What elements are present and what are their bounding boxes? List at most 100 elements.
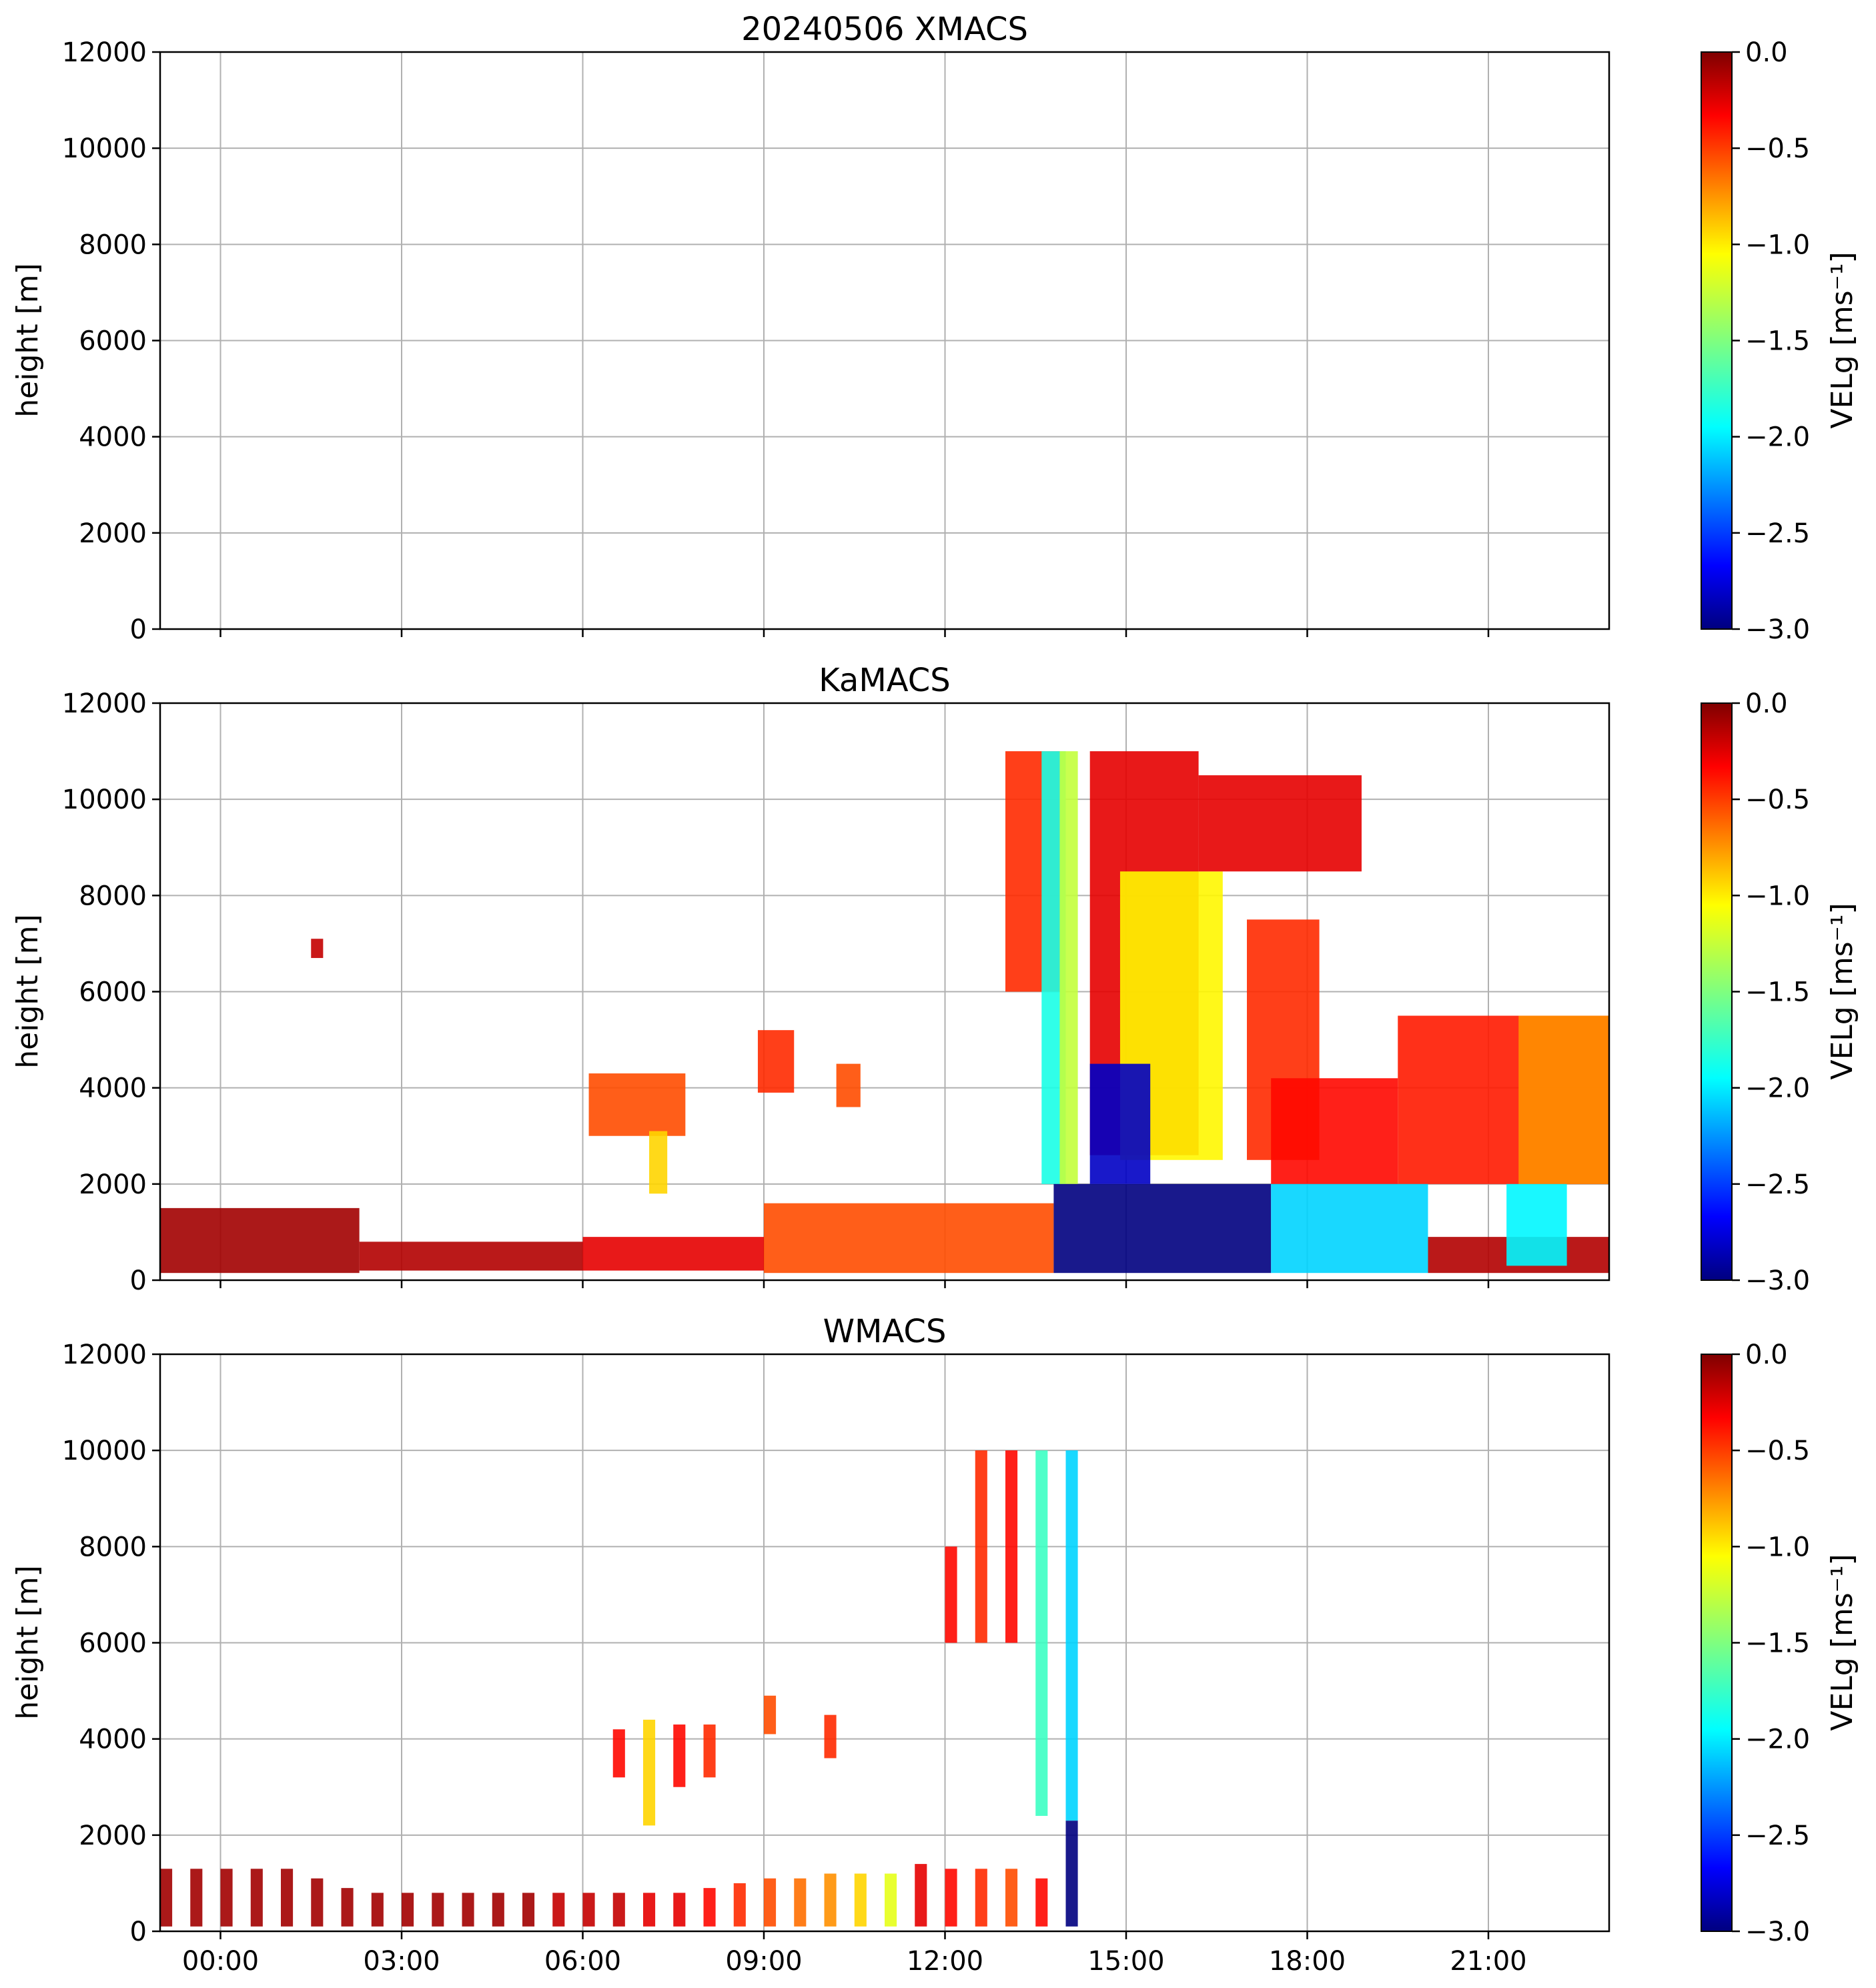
panel-wmacs: WMACS height [m] 0 2000 4000 6000 8000 10000 1…: [11, 1313, 1859, 1977]
y-tick-label: 4000: [79, 422, 147, 453]
x-ticks: [219, 629, 1490, 637]
y-tick-label: 10000: [62, 785, 147, 815]
x-tick-label: 18:00: [1269, 1946, 1346, 1977]
velocity-region: [250, 1869, 263, 1927]
y-tick-label: 0: [130, 1917, 147, 1947]
velocity-region: [1198, 775, 1362, 872]
y-tick-label: 6000: [79, 1628, 147, 1659]
velocity-region: [311, 1878, 324, 1927]
y-tick-label: 8000: [79, 1532, 147, 1562]
velocity-region: [757, 1030, 795, 1093]
colorbar-tick-label: −1.0: [1745, 881, 1810, 911]
colorbar-tick-label: −3.0: [1745, 614, 1810, 645]
velocity-region: [643, 1719, 656, 1826]
velocity-region: [1271, 1183, 1428, 1274]
velocity-region: [402, 1893, 414, 1927]
velocity-region: [975, 1450, 987, 1643]
colorbar-tick-label: −3.0: [1745, 1266, 1810, 1296]
velocity-region: [975, 1869, 987, 1927]
colorbar: 0.0 −0.5 −1.0 −1.5 −2.0 −2.5 −3.0 VELg [ms⁻¹]: [1701, 1340, 1859, 1947]
velocity-region: [1005, 1869, 1018, 1927]
panel-xmacs: 20240506 XMACS height [m] 0 2000 4000 6000 8…: [11, 11, 1859, 645]
velocity-region: [1065, 1821, 1078, 1927]
y-tick-label: 8000: [79, 881, 147, 911]
velocity-region: [824, 1714, 837, 1759]
y-axis-label: height [m]: [11, 1565, 45, 1719]
y-axis-label: height [m]: [11, 263, 45, 417]
grid-lines: [160, 1354, 1609, 1931]
velocity-region: [190, 1869, 203, 1927]
y-tick-label: 0: [130, 1266, 147, 1296]
colorbar-tick-label: 0.0: [1745, 37, 1788, 68]
colorbar-gradient: [1701, 702, 1733, 1281]
velocity-region: [582, 1893, 595, 1927]
y-tick-label: 2000: [79, 1169, 147, 1200]
velocity-region: [1089, 1063, 1151, 1184]
y-ticks: 0 2000 4000 6000 8000 10000 12000: [62, 37, 160, 645]
x-tick-label: 21:00: [1450, 1946, 1526, 1977]
y-tick-label: 10000: [62, 1436, 147, 1466]
colorbar-tick-label: −0.5: [1745, 785, 1810, 815]
x-tick-label: 00:00: [182, 1946, 259, 1977]
grid-lines: [160, 52, 1609, 629]
y-ticks: 0 2000 4000 6000 8000 10000 12000: [62, 1340, 160, 1947]
velocity-region: [1035, 1450, 1048, 1816]
velocity-region: [160, 1207, 360, 1274]
velocity-region: [1005, 1450, 1018, 1643]
colorbar-gradient: [1701, 51, 1733, 630]
velocity-region: [311, 939, 324, 959]
colorbar-label: VELg [ms⁻¹]: [1825, 1554, 1859, 1730]
panel-kamacs: KaMACS height [m] 0 2000 4000 6000 8000 10000…: [11, 662, 1859, 1296]
velocity-region: [582, 1237, 764, 1271]
x-tick-label: 12:00: [907, 1946, 983, 1977]
colorbar-tick-label: −2.0: [1745, 1073, 1810, 1104]
y-tick-label: 12000: [62, 1340, 147, 1370]
colorbar-tick-label: −1.0: [1745, 229, 1810, 260]
data-marks: [160, 1450, 1078, 1927]
colorbar-tick-label: −2.5: [1745, 518, 1810, 549]
velocity-region: [612, 1729, 625, 1778]
x-tick-label: 15:00: [1087, 1946, 1164, 1977]
y-tick-label: 2000: [79, 518, 147, 549]
y-tick-label: 8000: [79, 229, 147, 260]
velocity-region: [915, 1864, 927, 1927]
velocity-region: [341, 1888, 354, 1927]
colorbar-tick-label: −0.5: [1745, 1436, 1810, 1466]
x-ticks: 00:00 03:00 06:00 09:00 12:00 15:00 18:00 21:00: [182, 1931, 1527, 1977]
x-ticks: [219, 1280, 1490, 1288]
colorbar-ticks: 0.0 −0.5 −1.0 −1.5 −2.0 −2.5 −3.0: [1732, 688, 1810, 1296]
colorbar-label: VELg [ms⁻¹]: [1825, 252, 1859, 428]
colorbar-tick-label: −2.0: [1745, 422, 1810, 453]
colorbar-tick-label: −0.5: [1745, 133, 1810, 164]
velocity-region: [673, 1893, 686, 1927]
colorbar-tick-label: 0.0: [1745, 1340, 1788, 1370]
y-axis-label: height [m]: [11, 914, 45, 1068]
velocity-region: [1059, 751, 1078, 1184]
velocity-region: [359, 1241, 583, 1271]
colorbar-ticks: 0.0 −0.5 −1.0 −1.5 −2.0 −2.5 −3.0: [1732, 37, 1810, 645]
colorbar-ticks: 0.0 −0.5 −1.0 −1.5 −2.0 −2.5 −3.0: [1732, 1340, 1810, 1947]
velocity-region: [462, 1893, 474, 1927]
x-tick-label: 03:00: [363, 1946, 440, 1977]
colorbar-tick-label: −1.0: [1745, 1532, 1810, 1562]
velocity-region: [588, 1073, 686, 1136]
velocity-region: [160, 1869, 173, 1927]
y-tick-label: 10000: [62, 133, 147, 164]
velocity-region: [1271, 1078, 1398, 1184]
y-tick-label: 12000: [62, 37, 147, 68]
velocity-region: [794, 1878, 807, 1927]
data-marks: [160, 751, 1609, 1274]
colorbar-tick-label: −1.5: [1745, 1628, 1810, 1659]
velocity-region: [643, 1893, 656, 1927]
colorbar-gradient: [1701, 1354, 1733, 1932]
colorbar-tick-label: 0.0: [1745, 688, 1788, 719]
y-tick-label: 2000: [79, 1821, 147, 1851]
colorbar: 0.0 −0.5 −1.0 −1.5 −2.0 −2.5 −3.0 VELg [ms⁻¹]: [1701, 37, 1859, 645]
velocity-region: [733, 1883, 746, 1927]
panel-title: WMACS: [823, 1313, 947, 1350]
velocity-region: [492, 1893, 504, 1927]
velocity-region: [432, 1893, 444, 1927]
y-tick-label: 6000: [79, 977, 147, 1008]
panel-title: KaMACS: [819, 662, 950, 699]
